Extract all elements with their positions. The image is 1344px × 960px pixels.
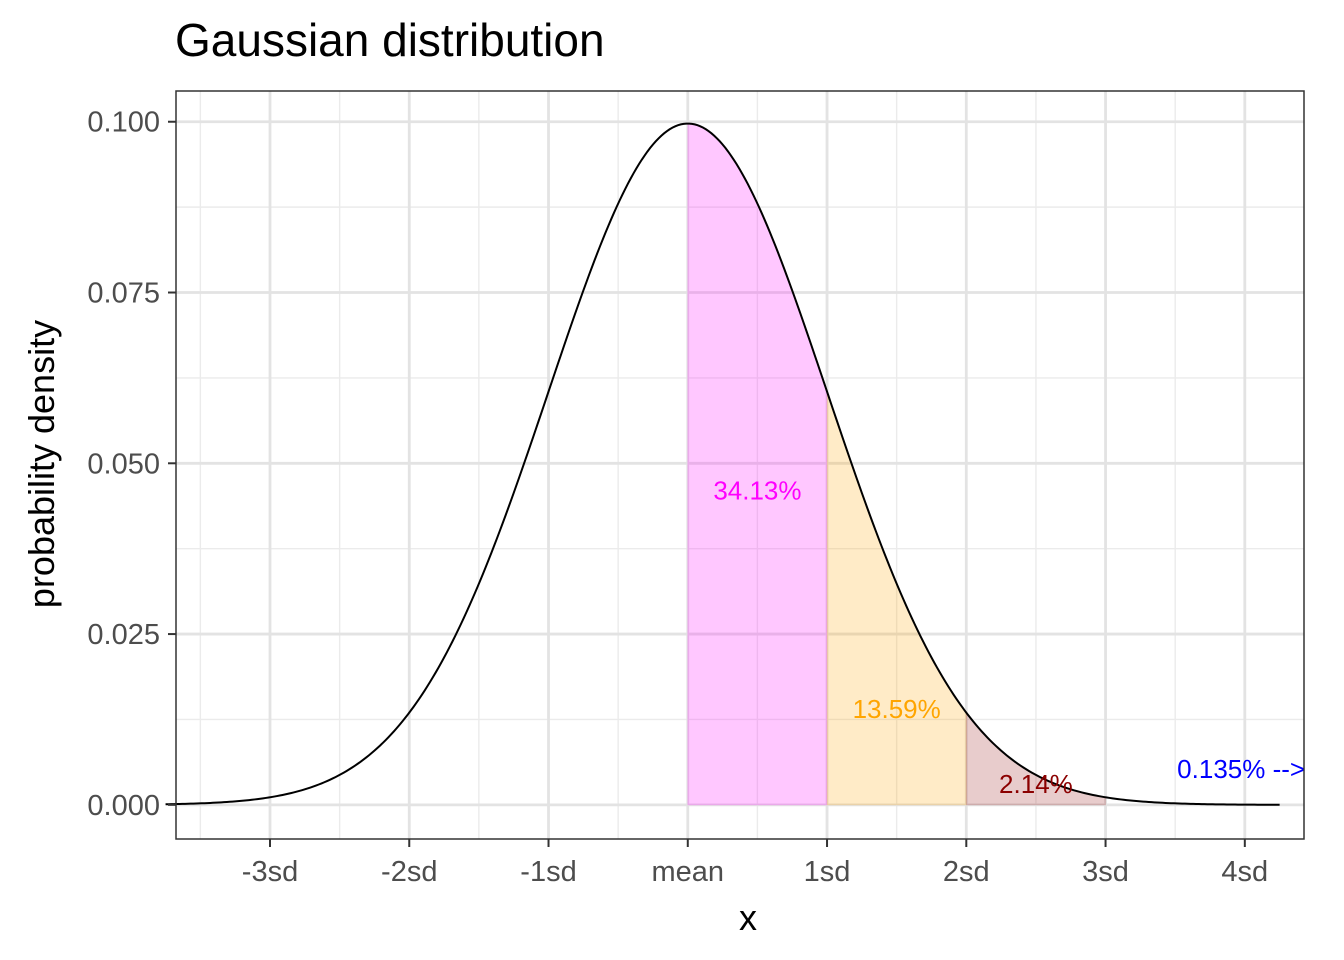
x-tick-label: -2sd (381, 856, 437, 888)
x-axis-title: x (739, 897, 757, 938)
density-curve (165, 122, 1280, 806)
major-gridlines (176, 91, 1304, 839)
x-tick-label: 1sd (804, 856, 851, 888)
region-1-label: 34.13% (713, 475, 801, 505)
y-tick-label: 0.050 (87, 448, 160, 480)
y-tick-label: 0.075 (87, 278, 160, 310)
tail-annotation-label: 0.135% --> (1177, 754, 1305, 784)
region-1-fill (687, 123, 828, 806)
x-tick-label: 2sd (943, 856, 990, 888)
x-tick-label: mean (652, 856, 725, 888)
region-labels: 34.13% 13.59% 2.14% 0.135% --> (713, 475, 1305, 799)
chart-title: Gaussian distribution (175, 14, 605, 66)
region-2-label: 13.59% (853, 694, 941, 724)
x-tick-label: 3sd (1082, 856, 1129, 888)
y-tick-label: 0.000 (87, 790, 160, 822)
y-tick-label: 0.025 (87, 619, 160, 651)
region-3-label: 2.14% (999, 769, 1073, 799)
y-tick-label: 0.100 (87, 107, 160, 139)
y-axis-title: probability density (21, 320, 62, 608)
x-tick-label: -1sd (520, 856, 576, 888)
plot-panel-border (175, 90, 1305, 840)
y-axis: 0.000 0.025 0.050 0.075 0.100 (87, 107, 176, 822)
x-tick-label: 4sd (1221, 856, 1268, 888)
x-axis: -3sd -2sd -1sd mean 1sd 2sd 3sd 4sd (242, 839, 1268, 888)
minor-gridlines (176, 91, 1304, 839)
x-tick-label: -3sd (242, 856, 298, 888)
